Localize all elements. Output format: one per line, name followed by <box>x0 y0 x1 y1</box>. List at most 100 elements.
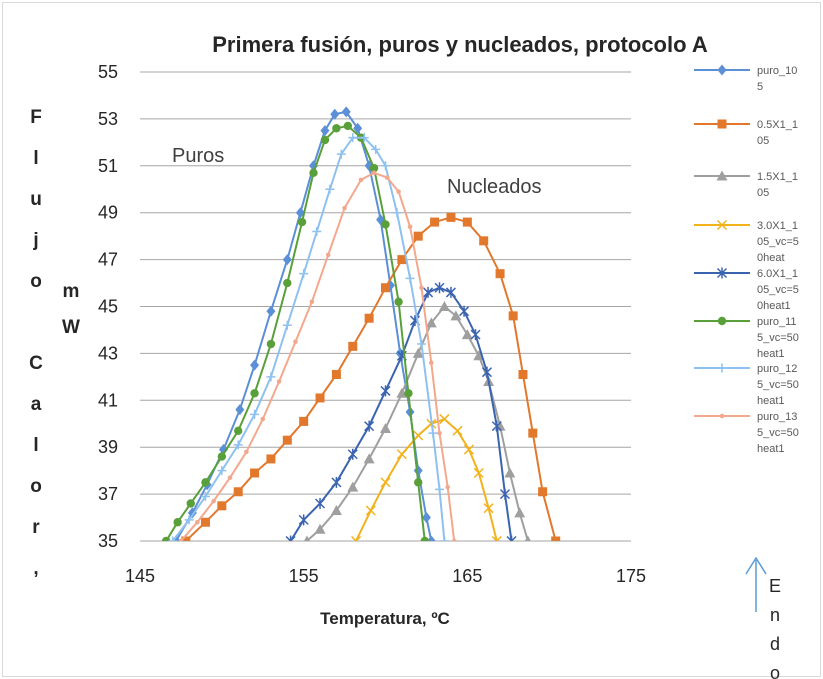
data-point <box>234 426 243 435</box>
series-1 <box>171 106 436 541</box>
data-point <box>438 301 450 311</box>
data-point <box>364 420 375 432</box>
y-axis-title-char: o <box>30 476 42 497</box>
data-point <box>330 108 340 120</box>
legend-label: 3.0X1_1 05_vc=5 0heat <box>757 220 799 264</box>
x-tick-label: 165 <box>452 566 482 586</box>
data-point <box>266 305 276 317</box>
data-point <box>309 299 315 305</box>
data-point <box>358 177 364 183</box>
legend-marker <box>717 119 727 129</box>
data-point <box>481 366 493 378</box>
data-point <box>299 416 309 426</box>
y-tick-label: 47 <box>98 250 118 270</box>
legend-marker <box>717 363 727 373</box>
y-axis-title-char: l <box>33 435 38 456</box>
data-point <box>347 481 359 492</box>
data-point <box>483 503 494 514</box>
data-point <box>178 538 184 541</box>
data-point <box>347 448 358 460</box>
data-point <box>250 389 259 398</box>
data-point <box>309 168 318 178</box>
data-point <box>343 121 353 131</box>
data-point <box>365 505 376 516</box>
data-point <box>434 282 445 294</box>
legend-marker <box>719 413 725 419</box>
data-point <box>425 317 437 328</box>
data-point <box>235 404 245 416</box>
data-point <box>397 255 407 265</box>
legend: puro_10 5 0.5X1_1 05 1.5X1_1 05 3.0X1_1 05_vc=5… <box>694 64 799 455</box>
data-point <box>437 430 442 436</box>
chart-title: Primera fusión, puros y nucleados, proto… <box>212 32 708 57</box>
data-point <box>514 507 526 518</box>
data-point <box>380 385 391 397</box>
legend-label: 0.5X1_1 05 <box>757 119 798 147</box>
data-point <box>491 420 502 432</box>
data-point <box>551 536 561 541</box>
y-tick-label: 35 <box>98 531 118 551</box>
data-point <box>421 512 431 524</box>
data-point <box>428 428 438 438</box>
data-point <box>381 161 390 171</box>
legend-marker <box>717 64 727 76</box>
data-point <box>315 393 325 403</box>
data-point <box>227 475 233 480</box>
y-tick-label: 41 <box>98 390 118 410</box>
data-point <box>371 144 381 154</box>
series-line <box>171 136 446 541</box>
data-point <box>244 449 249 455</box>
data-point <box>446 212 456 222</box>
y-axis-title-char: a <box>31 394 42 415</box>
legend-item: 0.5X1_1 05 <box>694 119 798 147</box>
data-point <box>429 360 434 366</box>
legend-marker <box>716 170 728 181</box>
series-6 <box>161 121 429 541</box>
data-point <box>299 269 309 279</box>
data-point <box>495 269 505 279</box>
data-point <box>412 347 424 358</box>
data-point <box>260 416 266 422</box>
data-point <box>459 305 470 317</box>
annotation-puros: Puros <box>172 145 224 167</box>
data-point <box>336 149 346 159</box>
y-tick-label: 39 <box>98 437 118 457</box>
data-point <box>303 535 310 541</box>
data-point <box>332 124 341 133</box>
data-point <box>452 425 463 436</box>
y-tick-label: 49 <box>98 203 118 223</box>
y-axis-title-char: l <box>33 148 38 169</box>
data-point <box>211 498 216 504</box>
legend-item: 1.5X1_1 05 <box>694 170 798 199</box>
data-point <box>491 535 502 541</box>
data-point <box>407 224 413 230</box>
x-tick-label: 155 <box>289 566 319 586</box>
y-axis-title-char: u <box>30 189 42 210</box>
data-point <box>315 497 326 509</box>
data-point <box>371 170 377 176</box>
data-point <box>369 163 379 173</box>
data-point <box>463 444 475 455</box>
y-axis-title-char: o <box>30 271 42 292</box>
y-axis-unit-char: W <box>62 317 80 338</box>
data-point <box>282 254 292 266</box>
data-point <box>423 286 434 298</box>
data-point <box>282 435 292 445</box>
data-point <box>417 339 427 349</box>
data-point <box>538 487 548 497</box>
data-point <box>381 283 390 293</box>
data-point <box>161 536 171 541</box>
data-point <box>506 535 517 541</box>
series-group <box>161 106 561 541</box>
data-point <box>380 422 391 433</box>
data-point <box>479 236 489 246</box>
endo-label-char: n <box>770 605 780 625</box>
data-point <box>217 452 227 461</box>
legend-item: puro_12 5_vc=50 heat1 <box>694 363 799 407</box>
data-point <box>217 501 227 511</box>
y-tick-label: 53 <box>98 109 118 129</box>
y-tick-label: 51 <box>98 156 118 176</box>
